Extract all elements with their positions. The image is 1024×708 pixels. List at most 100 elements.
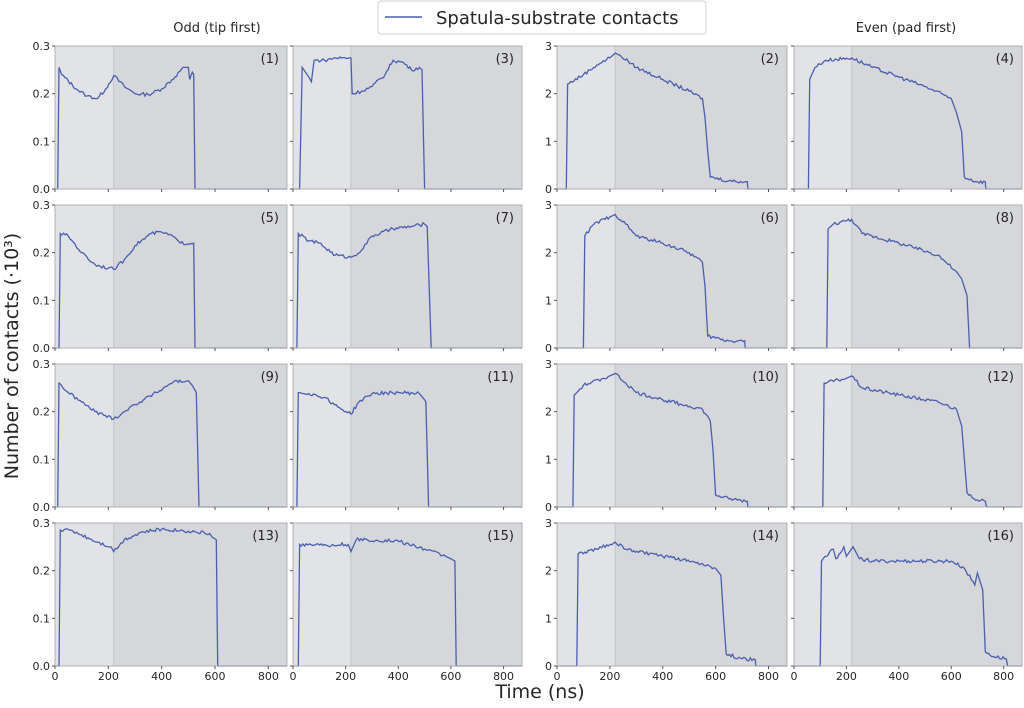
panel-frame	[54, 522, 288, 667]
x-tick-label: 400	[888, 670, 909, 683]
shade-phase-2	[851, 364, 1022, 507]
shade-phase-1	[55, 364, 114, 507]
panel: (4)	[791, 45, 1023, 192]
panel-frame	[556, 204, 788, 349]
panel-label: (1)	[261, 52, 279, 67]
shade-phase-2	[851, 523, 1022, 666]
shade-phase-1	[293, 205, 351, 348]
y-tick-label: 1	[545, 612, 552, 625]
shade-phase-1	[293, 523, 351, 666]
y-tick-label: 3	[545, 40, 552, 53]
legend-label: Spatula-substrate contacts	[436, 8, 679, 29]
y-tick-label: 0.1	[33, 135, 51, 148]
shade-phase-2	[615, 364, 787, 507]
column-title-even: Even (pad first)	[856, 21, 956, 36]
panel-frame	[292, 363, 523, 508]
series-line	[794, 56, 1022, 190]
panel-label: (8)	[996, 211, 1014, 226]
panel-label: (2)	[761, 52, 779, 67]
x-tick-label: 800	[258, 670, 279, 683]
y-tick-label: 0.3	[33, 358, 51, 371]
series-line	[55, 66, 287, 190]
y-tick-label: 2	[545, 565, 552, 578]
panel-frame	[793, 45, 1023, 190]
x-tick-label: 0	[290, 670, 297, 683]
shade-phase-1	[557, 364, 616, 507]
panel-label: (12)	[987, 370, 1014, 385]
y-tick-label: 0.0	[33, 183, 51, 196]
y-tick-label: 2	[545, 406, 552, 419]
series-line	[794, 375, 1022, 508]
panel-label: (3)	[496, 52, 514, 67]
panel-label: (16)	[987, 529, 1014, 544]
series-line	[293, 537, 522, 667]
y-tick-label: 2	[545, 88, 552, 101]
shade-phase-2	[113, 205, 288, 348]
panel: (9) 0.0 0.1 0.2 0.3	[33, 358, 288, 514]
series-line	[293, 390, 522, 508]
x-tick-label: 200	[98, 670, 119, 683]
shade-phase-1	[293, 364, 351, 507]
shade-phase-2	[113, 523, 288, 666]
y-tick-label: 0.2	[33, 247, 51, 260]
shade-phase-2	[615, 205, 787, 348]
y-tick-label: 1	[545, 453, 552, 466]
panel-frame	[54, 363, 288, 508]
shade-phase-1	[557, 46, 616, 189]
panel-label: (13)	[252, 529, 279, 544]
panel-frame	[556, 522, 788, 667]
x-tick-label: 800	[758, 670, 779, 683]
panel: (11)	[290, 363, 523, 510]
y-tick-label: 0.3	[33, 199, 51, 212]
y-tick-label: 0	[545, 183, 552, 196]
x-tick-label: 600	[205, 670, 226, 683]
shade-phase-1	[55, 205, 114, 348]
x-tick-label: 200	[836, 670, 857, 683]
x-tick-label: 800	[993, 670, 1014, 683]
panel: (1) 0.0 0.1 0.2 0.3	[33, 40, 288, 196]
y-tick-label: 0	[545, 501, 552, 514]
y-tick-label: 0	[545, 342, 552, 355]
x-tick-label: 800	[493, 670, 514, 683]
series-line	[55, 527, 287, 667]
panel: (10) 0 1 2 3	[545, 358, 788, 514]
series-line	[557, 213, 787, 349]
shade-phase-2	[113, 364, 288, 507]
panel-label: (4)	[996, 52, 1014, 67]
shade-phase-2	[350, 46, 522, 189]
series-line	[557, 52, 787, 190]
panel-label: (15)	[487, 529, 514, 544]
panel-label: (7)	[496, 211, 514, 226]
y-tick-label: 3	[545, 358, 552, 371]
shade-phase-1	[794, 46, 852, 189]
series-line	[55, 230, 287, 349]
y-tick-label: 0.0	[33, 660, 51, 673]
panel-frame	[793, 363, 1023, 508]
x-tick-label: 200	[599, 670, 620, 683]
panel-frame	[292, 522, 523, 667]
series-line	[557, 372, 787, 508]
panel-label: (10)	[752, 370, 779, 385]
shade-phase-2	[615, 46, 787, 189]
panel-frame	[292, 204, 523, 349]
y-tick-label: 2	[545, 247, 552, 260]
panel-label: (9)	[261, 370, 279, 385]
shade-phase-2	[615, 523, 787, 666]
panel: (12)	[791, 363, 1023, 510]
series-line	[293, 221, 522, 349]
x-tick-label: 600	[440, 670, 461, 683]
panel: (6) 0 1 2 3	[545, 199, 788, 355]
x-tick-label: 600	[941, 670, 962, 683]
shade-phase-2	[851, 205, 1022, 348]
y-tick-label: 0.1	[33, 612, 51, 625]
panel: (3)	[290, 45, 523, 192]
y-tick-label: 0.1	[33, 453, 51, 466]
column-title-odd: Odd (tip first)	[173, 21, 261, 36]
panel: (16) 0 200 400 600 800	[791, 522, 1023, 683]
x-tick-label: 400	[388, 670, 409, 683]
x-tick-label: 400	[652, 670, 673, 683]
y-tick-label: 1	[545, 294, 552, 307]
panel: (2) 0 1 2 3	[545, 40, 788, 196]
panel: (14) 0 1 2 3 0 200 400 600 800	[545, 517, 788, 683]
